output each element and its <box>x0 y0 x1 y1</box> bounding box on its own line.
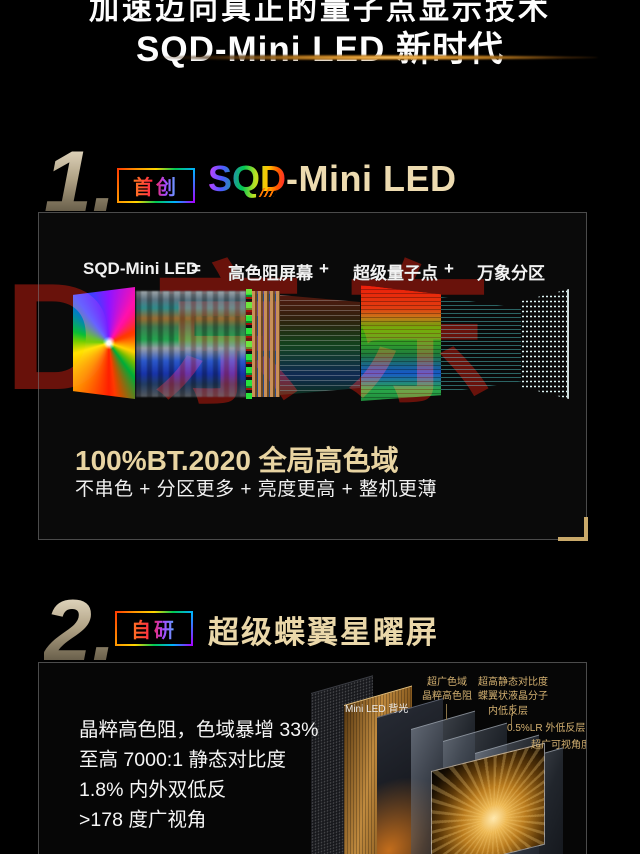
badge-self-developed: 自研 <box>115 611 193 646</box>
page-title: SQD-Mini LED 新时代 <box>136 30 504 69</box>
spec-list: 晶粹高色阻，色域暴增 33% 至高 7000:1 静态对比度 1.8% 内外双低… <box>79 715 318 835</box>
section-2-title: 超级蝶翼星曜屏 <box>208 615 439 650</box>
label-butterfly-lc: 蝶翼状液晶分子 <box>478 691 548 702</box>
gold-corner-accent <box>558 517 588 541</box>
spec-viewing-angle: >178 度广视角 <box>79 809 207 831</box>
formula-term-screen: 高色阻屏幕 <box>228 264 313 283</box>
pixel-streak-graphic <box>136 291 246 397</box>
plus-sign: + <box>444 259 454 278</box>
spec-low-reflection: 1.8% 内外双低反 <box>79 779 227 801</box>
color-gamut-title: 100%BT.2020 全局高色域 <box>75 445 399 476</box>
label-contrast-layer: 超高静态对比度 蝶翼状液晶分子 <box>463 676 563 704</box>
label-wide-viewing-angle: 超广可视角度 <box>531 740 587 751</box>
spec-contrast: 至高 7000:1 静态对比度 <box>79 749 286 771</box>
section-1-title: SQD-Mini LED <box>208 158 457 200</box>
sqd-formula-panel: SQD-Mini LED = 高色阻屏幕 + 超级量子点 + 万象分区 100%… <box>38 212 588 541</box>
gold-glow-divider <box>42 55 598 60</box>
label-leader-line <box>446 704 447 720</box>
quantum-dot-panel-graphic <box>361 285 441 401</box>
label-high-contrast: 超高静态对比度 <box>478 677 548 688</box>
label-inner-low-reflection: 内低反层 <box>488 706 528 717</box>
plus-sign: + <box>319 259 329 278</box>
equals-sign: = <box>191 259 201 278</box>
formula-lhs: SQD-Mini LED <box>83 259 199 278</box>
dimming-zone-mesh-graphic <box>521 289 569 399</box>
label-leader-line <box>512 704 513 716</box>
color-gamut-subtitle: 不串色 + 分区更多 + 亮度更高 + 整机更薄 <box>75 479 437 500</box>
woven-layer-graphic <box>252 291 280 397</box>
badge-first-created: 首创 <box>117 168 195 203</box>
formula-term-quantum-dot: 超级量子点 <box>353 264 438 283</box>
label-crystal-color-resist: 晶粹高色阻 <box>422 691 472 702</box>
label-mini-led-backlight: Mini LED 背光 <box>345 704 409 715</box>
mini-led-text: -Mini LED <box>286 158 457 199</box>
label-leader-line <box>511 715 512 725</box>
light-rays-left-graphic <box>280 295 360 395</box>
section-1-number: 1. <box>44 134 116 230</box>
label-color-gamut-layer: 超广色域 晶粹高色阻 <box>405 676 489 704</box>
label-outer-low-reflection: 0.5%LR 外低反层 <box>507 723 586 734</box>
section-2-number: 2. <box>44 583 116 679</box>
spec-color-gamut: 晶粹高色阻，色域暴增 33% <box>79 719 319 741</box>
formula-term-zones: 万象分区 <box>477 264 545 283</box>
light-rays-right-graphic <box>441 297 521 393</box>
headline-clipped: 加速迈向真正的量子点显示技术 <box>89 0 551 26</box>
badge-self-developed-label: 自研 <box>131 614 177 643</box>
display-structure-panel: 晶粹高色阻，色域暴增 33% 至高 7000:1 静态对比度 1.8% 内外双低… <box>38 662 587 854</box>
color-burst-screen-graphic <box>73 287 135 399</box>
color-filter-strip-graphic <box>246 289 252 399</box>
label-wide-gamut: 超广色域 <box>427 677 467 688</box>
badge-first-created-label: 首创 <box>133 171 179 200</box>
